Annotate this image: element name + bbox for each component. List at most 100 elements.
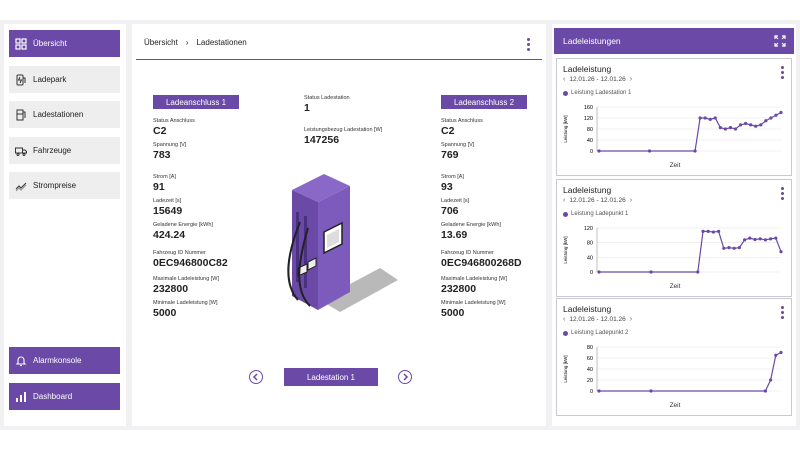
connector-2-button[interactable]: Ladeanschluss 2 xyxy=(441,95,527,109)
series-line xyxy=(599,351,782,392)
data-point[interactable] xyxy=(779,250,783,254)
data-point[interactable] xyxy=(769,116,773,120)
sidebar-item-fahrzeuge[interactable]: Fahrzeuge xyxy=(9,137,120,164)
data-point[interactable] xyxy=(597,389,601,393)
data-point[interactable] xyxy=(774,353,778,357)
data-point[interactable] xyxy=(779,110,783,115)
data-point[interactable] xyxy=(763,389,767,393)
data-point[interactable] xyxy=(647,149,652,153)
data-point[interactable] xyxy=(713,116,717,120)
sidebar-item-dashboard[interactable]: Dashboard xyxy=(9,383,120,410)
sidebar-item-uebersicht[interactable]: Übersicht xyxy=(9,30,120,57)
data-point[interactable] xyxy=(718,126,722,130)
chevron-right-icon[interactable]: › xyxy=(629,316,633,323)
date-range-text: 12.01.26 - 12.01.26 xyxy=(569,316,626,323)
chevron-right-icon[interactable]: › xyxy=(629,76,633,83)
data-point[interactable] xyxy=(754,124,758,128)
data-point[interactable] xyxy=(698,116,702,120)
data-point[interactable] xyxy=(696,270,700,274)
sidebar-item-strompreise[interactable]: Strompreise xyxy=(9,172,120,199)
data-point[interactable] xyxy=(711,230,715,234)
panel-header: Ladeleistungen xyxy=(554,28,794,54)
data-point[interactable] xyxy=(728,126,733,130)
data-point[interactable] xyxy=(769,237,773,241)
connector-field: Strom [A] 93 xyxy=(441,174,464,194)
chart-legend[interactable]: Leistung Ladepunkt 1 xyxy=(563,211,628,217)
connector-field: Strom [A] 91 xyxy=(153,174,176,194)
station-status-label: Status Ladestation xyxy=(304,95,350,101)
data-point[interactable] xyxy=(737,246,741,250)
data-point[interactable] xyxy=(774,236,778,240)
station-status: Status Ladestation 1 xyxy=(304,95,350,115)
chart-options-icon[interactable] xyxy=(780,66,784,79)
chart-legend[interactable]: Leistung Ladepunkt 2 xyxy=(563,330,628,336)
x-axis-label: Zeit xyxy=(669,283,681,290)
data-point[interactable] xyxy=(743,238,747,242)
main-panel: Übersicht › Ladestationen Ladeanschluss … xyxy=(132,24,546,426)
field-value: 706 xyxy=(441,205,459,217)
data-point[interactable] xyxy=(727,246,731,250)
data-point[interactable] xyxy=(769,378,773,382)
breadcrumb: Übersicht › Ladestationen xyxy=(144,38,247,47)
bell-icon xyxy=(15,355,27,367)
data-point[interactable] xyxy=(708,117,712,121)
y-tick-label: 80 xyxy=(587,241,593,247)
data-point[interactable] xyxy=(723,127,727,131)
data-point[interactable] xyxy=(706,229,710,233)
data-point[interactable] xyxy=(749,123,753,127)
sidebar-item-ladepark[interactable]: Ladepark xyxy=(9,66,120,93)
station-power: Leistungsbezug Ladestation [W] 147256 xyxy=(304,127,382,147)
data-point[interactable] xyxy=(758,237,762,241)
data-point[interactable] xyxy=(764,119,768,123)
chevron-left-icon[interactable]: ‹ xyxy=(563,197,566,204)
data-point[interactable] xyxy=(717,229,721,233)
data-point[interactable] xyxy=(759,123,763,127)
field-value: C2 xyxy=(153,125,167,137)
station-selector-button[interactable]: Ladestation 1 xyxy=(284,368,378,386)
data-point[interactable] xyxy=(753,237,757,242)
data-point[interactable] xyxy=(703,116,707,120)
data-point[interactable] xyxy=(649,389,653,393)
chart-card: Ladeleistung ‹ 12.01.26 - 12.01.26 › Lei… xyxy=(556,298,792,416)
chevron-left-icon[interactable]: ‹ xyxy=(563,316,566,323)
more-options-icon[interactable] xyxy=(526,38,530,51)
chart-options-icon[interactable] xyxy=(780,187,784,200)
data-point[interactable] xyxy=(733,127,738,131)
header-divider xyxy=(136,59,542,60)
connector-field: Minimale Ladeleistung [W] 5000 xyxy=(153,300,218,320)
data-point[interactable] xyxy=(701,229,705,233)
series-line xyxy=(599,230,782,273)
chevron-right-icon[interactable]: › xyxy=(629,197,633,204)
data-point[interactable] xyxy=(763,238,767,242)
data-point[interactable] xyxy=(597,149,601,153)
data-point[interactable] xyxy=(774,113,778,117)
data-point[interactable] xyxy=(738,123,743,127)
app-root: Übersicht Ladepark Ladestationen Fahrzeu… xyxy=(0,20,800,430)
connector-field: Maximale Ladeleistung [W] 232800 xyxy=(441,276,507,296)
y-tick-label: 80 xyxy=(587,345,593,351)
chart-legend[interactable]: Leistung Ladestation 1 xyxy=(563,90,631,96)
data-point[interactable] xyxy=(732,246,736,250)
previous-station-button[interactable] xyxy=(249,370,263,384)
next-station-button[interactable] xyxy=(398,370,412,384)
sidebar-item-ladestationen[interactable]: Ladestationen xyxy=(9,101,120,128)
breadcrumb-separator: › xyxy=(185,38,189,47)
data-point[interactable] xyxy=(597,270,601,274)
breadcrumb-root[interactable]: Übersicht xyxy=(144,38,178,47)
data-point[interactable] xyxy=(693,149,697,153)
chart-title: Ladeleistung xyxy=(563,64,612,74)
chevron-left-icon[interactable]: ‹ xyxy=(563,76,566,83)
data-point[interactable] xyxy=(779,350,783,355)
data-point[interactable] xyxy=(748,236,752,240)
date-range-text: 12.01.26 - 12.01.26 xyxy=(569,76,626,83)
connector-1-button[interactable]: Ladeanschluss 1 xyxy=(153,95,239,109)
chart-options-icon[interactable] xyxy=(780,306,784,319)
data-point[interactable] xyxy=(722,246,726,250)
sidebar-item-alarmkonsole[interactable]: Alarmkonsole xyxy=(9,347,120,374)
expand-icon[interactable] xyxy=(774,35,786,47)
station-status-value: 1 xyxy=(304,102,310,114)
y-tick-label: 20 xyxy=(587,378,593,384)
field-label: Status Anschluss xyxy=(441,118,483,124)
data-point[interactable] xyxy=(649,270,653,274)
data-point[interactable] xyxy=(744,121,748,126)
